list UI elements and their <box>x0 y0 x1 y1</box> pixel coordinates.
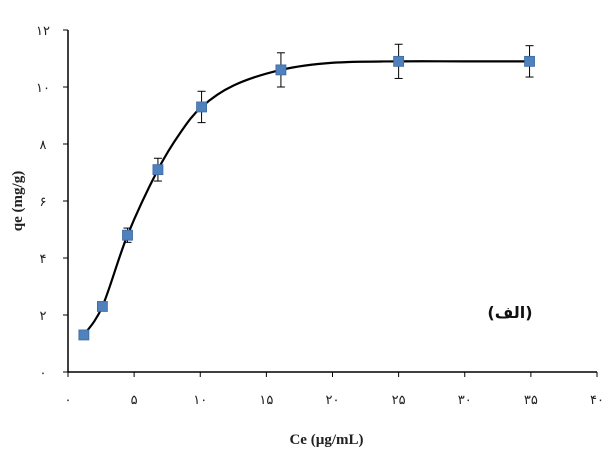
x-tick-label: ۱۰ <box>193 393 207 408</box>
data-point <box>152 164 164 176</box>
y-tick-label: ۶ <box>40 195 47 210</box>
y-tick-label: ۲ <box>40 309 47 324</box>
x-tick-label: ۵ <box>131 393 138 408</box>
data-point <box>96 301 108 312</box>
y-tick-label: ۸ <box>40 138 47 153</box>
data-point <box>393 55 405 67</box>
x-tick-label: ۲۰ <box>326 393 340 408</box>
x-tick-label: ۰ <box>65 393 72 408</box>
x-tick-label: ۳۰ <box>458 393 472 408</box>
data-points-layer <box>78 43 535 341</box>
data-point <box>524 55 535 67</box>
y-tick-label: ۴ <box>40 252 47 267</box>
x-tick-label: ۴۰ <box>590 393 604 408</box>
x-tick-label: ۳۵ <box>524 393 538 408</box>
y-tick-label: ۱۰ <box>36 81 50 96</box>
x-tick-label: ۱۵ <box>259 393 273 408</box>
panel-label: (الف) <box>487 303 532 322</box>
data-point <box>275 64 287 76</box>
fit-curve-layer <box>82 60 530 336</box>
y-axis-title: qe (mg/g) <box>10 171 26 231</box>
data-point <box>196 101 207 113</box>
ticks: ۰ ۵ ۱۰ ۱۵ ۲۰ ۲۵ ۳۰ ۳۵ ۴۰ ۰ ۲ ۴ ۶ ۸ ۱۰ ۱۲ <box>36 24 604 408</box>
x-tick-label: ۲۵ <box>392 393 406 408</box>
data-point <box>122 229 133 241</box>
y-tick-label: ۱۲ <box>36 24 50 39</box>
x-axis-title: Ce (µg/mL) <box>289 432 363 448</box>
fit-curve <box>82 60 530 336</box>
y-tick-label: ۰ <box>40 366 47 381</box>
data-point <box>78 329 90 341</box>
